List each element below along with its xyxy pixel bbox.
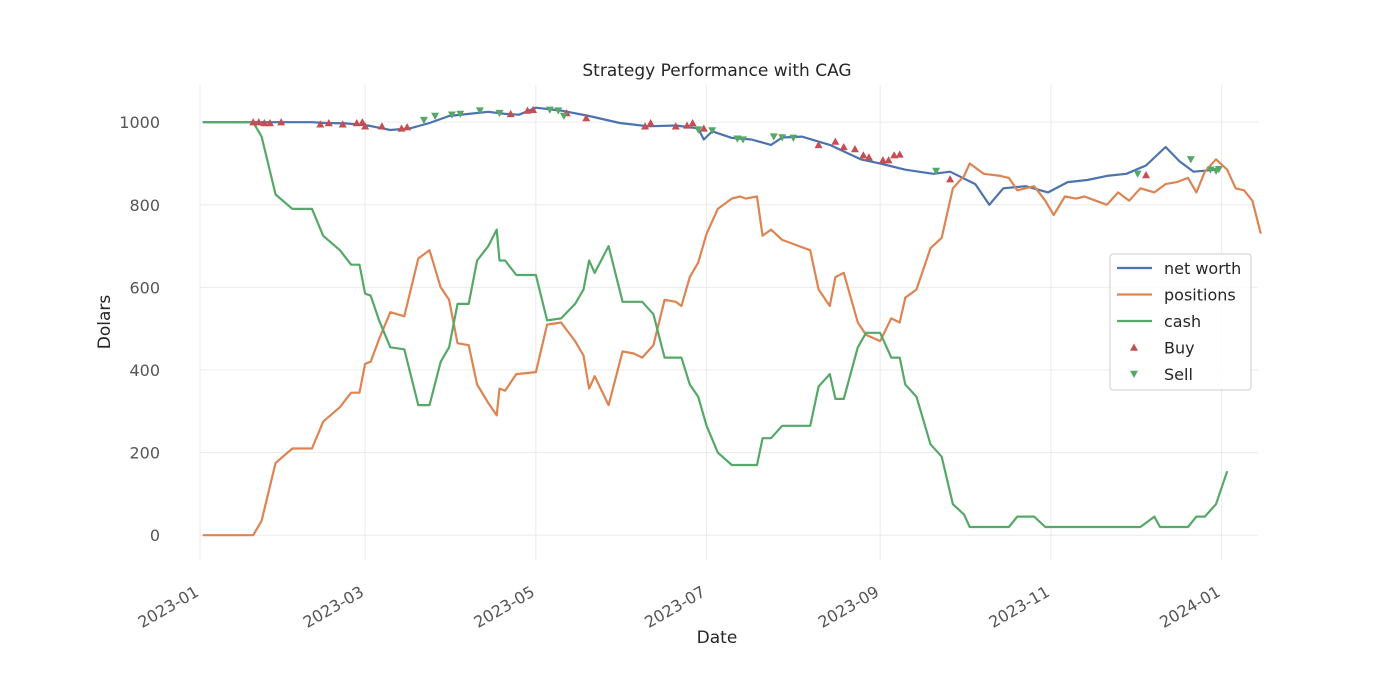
buy-marker	[850, 145, 859, 153]
x-tick-label: 2023-09	[815, 582, 882, 632]
legend-label-Buy: Buy	[1164, 339, 1195, 358]
legend-label-positions: positions	[1164, 286, 1236, 305]
buy-marker	[946, 175, 955, 183]
sell-marker	[431, 112, 440, 120]
x-tick-label: 2023-01	[135, 582, 202, 632]
chart-title: Strategy Performance with CAG	[582, 61, 851, 81]
buy-marker	[265, 119, 274, 127]
y-tick-label: 400	[129, 361, 160, 380]
sell-marker	[554, 107, 563, 115]
buy-marker	[377, 122, 386, 130]
y-tick-label: 0	[150, 526, 160, 545]
legend-swatch-Sell	[1130, 370, 1138, 378]
x-tick-label: 2024-01	[1156, 582, 1223, 632]
sell-marker	[475, 107, 484, 115]
buy-marker	[864, 153, 873, 161]
buy-marker	[358, 118, 367, 126]
buy-marker	[254, 118, 263, 126]
buy-marker	[260, 119, 269, 127]
buy-marker	[699, 124, 708, 132]
buy-marker	[249, 118, 258, 126]
sell-marker	[769, 133, 778, 141]
series-line-positions	[202, 158, 1262, 537]
series-line-net-worth	[202, 106, 1217, 206]
buy-marker	[403, 123, 412, 131]
legend-box	[1109, 253, 1252, 391]
legend-label-cash: cash	[1164, 312, 1201, 331]
sell-marker	[456, 110, 465, 118]
tick-labels: 0 200 400 600 800 1000 2023-01 2023-03 2023-05 20…	[119, 113, 1223, 632]
sell-marker	[495, 109, 504, 118]
buy-marker	[324, 119, 333, 127]
buy-marker	[641, 122, 650, 130]
buy-marker	[671, 122, 680, 130]
sell-marker	[708, 127, 717, 135]
buy-marker	[683, 121, 692, 129]
buy-marker	[895, 150, 904, 158]
sell-marker	[559, 112, 568, 120]
legend-items: net worth positions cash Buy Sell	[1117, 259, 1241, 384]
buy-marker	[839, 142, 848, 151]
series-lines	[202, 106, 1262, 537]
buy-marker	[831, 137, 840, 145]
series-line-cash	[202, 121, 1229, 529]
gridlines	[199, 85, 1258, 560]
buy-marker	[1142, 171, 1151, 179]
sell-marker	[545, 106, 554, 114]
y-tick-label: 1000	[119, 113, 160, 132]
buy-marker	[338, 120, 347, 128]
sell-marker	[1186, 156, 1195, 164]
sell-marker	[733, 135, 742, 143]
x-tick-label: 2023-03	[300, 582, 367, 632]
x-tick-label: 2023-07	[641, 582, 708, 632]
sell-marker	[1133, 170, 1142, 178]
sell-marker	[694, 126, 703, 134]
buy-marker	[529, 105, 538, 113]
y-tick-label: 800	[129, 196, 160, 215]
buy-marker	[506, 109, 515, 118]
y-tick-label: 200	[129, 444, 160, 463]
sell-marker	[738, 136, 747, 144]
buy-marker	[361, 122, 370, 130]
buy-marker	[878, 156, 887, 164]
y-tick-label: 600	[129, 278, 160, 297]
legend: net worth positions cash Buy Sell	[1109, 253, 1252, 391]
legend-label-net-worth: net worth	[1164, 259, 1241, 278]
buy-marker	[582, 114, 591, 122]
legend-swatch-Buy	[1130, 343, 1138, 351]
buy-marker	[890, 151, 899, 159]
sell-marker	[419, 116, 428, 125]
buy-marker	[859, 151, 868, 159]
trade-markers	[249, 105, 1223, 183]
sell-marker	[932, 167, 941, 175]
sell-marker	[1214, 166, 1223, 174]
sell-marker	[789, 134, 798, 142]
legend-label-Sell: Sell	[1164, 365, 1193, 384]
x-tick-label: 2023-11	[985, 582, 1052, 632]
buy-marker	[316, 120, 325, 128]
sell-marker	[778, 134, 787, 142]
buy-marker	[352, 119, 361, 127]
x-tick-label: 2023-05	[470, 582, 537, 632]
y-axis-label: Dolars	[95, 295, 115, 350]
sell-marker	[447, 111, 456, 119]
buy-marker	[277, 118, 286, 126]
buy-marker	[646, 119, 655, 127]
buy-marker	[688, 119, 697, 127]
buy-marker	[814, 140, 823, 149]
buy-marker	[523, 106, 532, 114]
x-axis-label: Date	[697, 628, 738, 648]
buy-marker	[884, 156, 893, 164]
